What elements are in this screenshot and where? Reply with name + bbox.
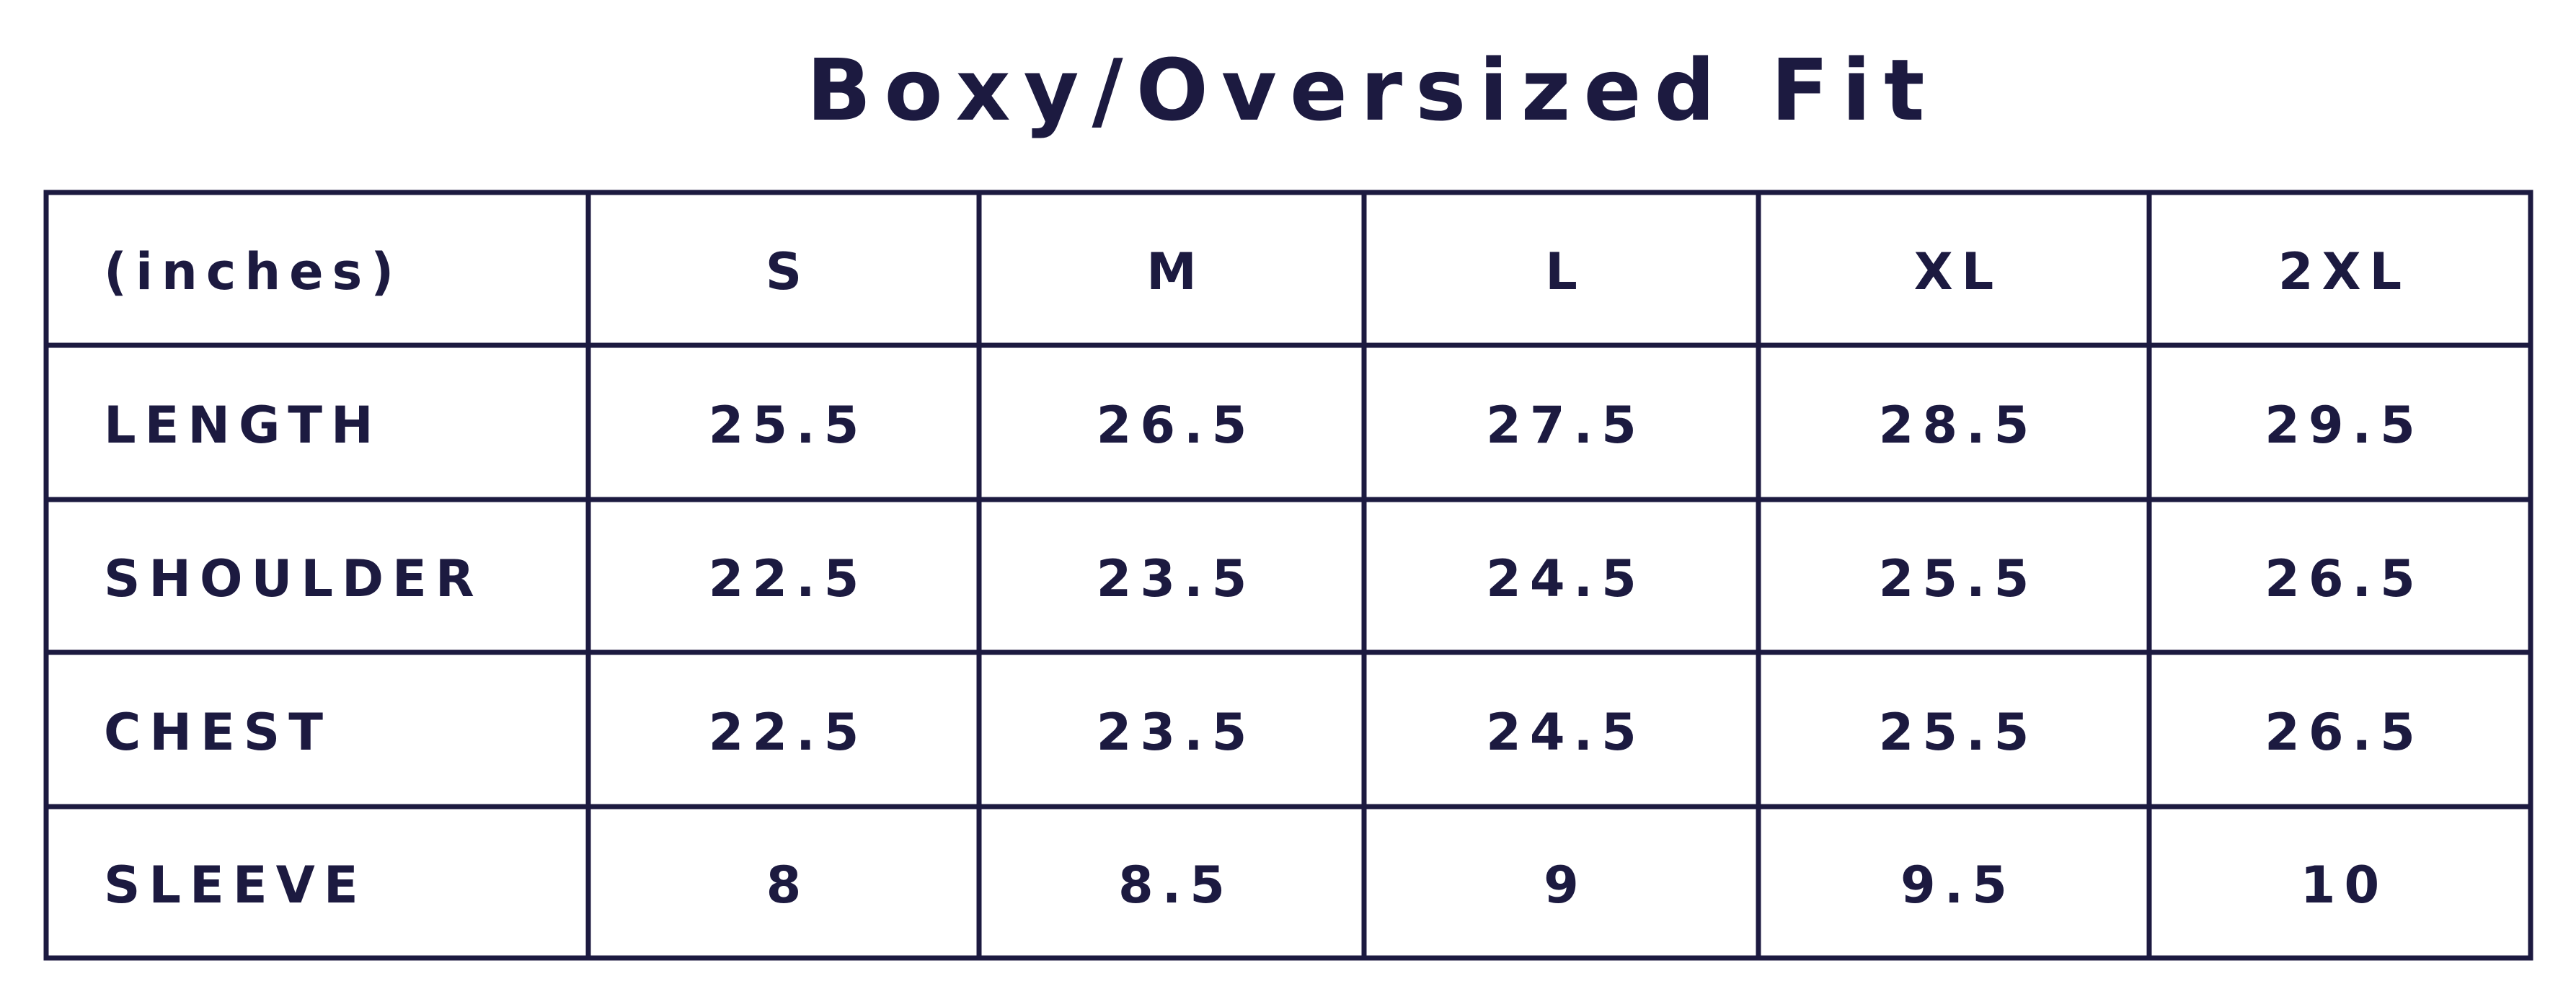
cell-value: 28.5 — [1879, 396, 2038, 455]
cell-value: 24.5 — [1486, 703, 1645, 762]
column-header: S — [766, 242, 810, 301]
column-header: (inches) — [104, 242, 402, 301]
column-header: 2XL — [2278, 242, 2410, 301]
cell-value: 23.5 — [1097, 703, 1256, 762]
table-border — [43, 190, 2533, 961]
cell-value: 26.5 — [2265, 703, 2424, 762]
cell-value: 9 — [1544, 856, 1588, 915]
cell-value: 29.5 — [2265, 396, 2424, 455]
cell-value: 8.5 — [1118, 856, 1234, 915]
row-header: LENGTH — [104, 396, 382, 455]
row-header: SLEEVE — [104, 856, 367, 915]
cell-value: 25.5 — [709, 396, 868, 455]
cell-value: 8 — [766, 856, 810, 915]
column-header: XL — [1914, 242, 2003, 301]
cell-value: 22.5 — [709, 703, 868, 762]
row-header: SHOULDER — [104, 549, 483, 608]
cell-value: 27.5 — [1486, 396, 1645, 455]
cell-value: 25.5 — [1879, 549, 2038, 608]
column-header: M — [1146, 242, 1205, 301]
cell-value: 9.5 — [1900, 856, 2016, 915]
column-header: L — [1545, 242, 1586, 301]
cell-value: 25.5 — [1879, 703, 2038, 762]
cell-value: 26.5 — [2265, 549, 2424, 608]
cell-value: 23.5 — [1097, 549, 1256, 608]
cell-value: 26.5 — [1097, 396, 1256, 455]
cell-value: 10 — [2301, 856, 2388, 915]
title: Boxy/Oversized Fit — [807, 40, 1938, 140]
cell-value: 24.5 — [1486, 549, 1645, 608]
cell-value: 22.5 — [709, 549, 868, 608]
row-header: CHEST — [104, 703, 332, 762]
